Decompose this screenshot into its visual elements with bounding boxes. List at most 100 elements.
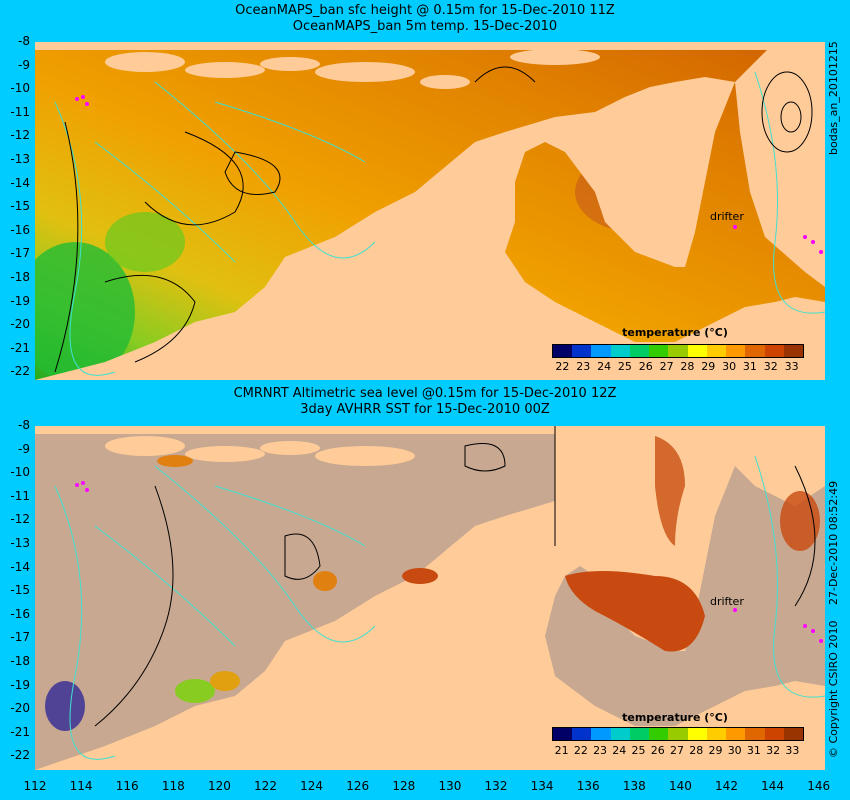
bottom-legend-tick: 27 (670, 744, 684, 757)
lon-label: 142 (715, 779, 738, 793)
bottom-legend-tick: 22 (573, 744, 588, 757)
top-lat-label: -8 (18, 34, 30, 48)
top-legend-swatch (745, 345, 765, 357)
coastal-sst-patch (313, 571, 337, 591)
bottom-legend-swatch (572, 728, 592, 740)
bottom-map-svg (35, 426, 825, 770)
top-legend-tick: 31 (742, 360, 757, 373)
black-contours (94, 426, 816, 727)
top-legend-tick: 28 (680, 360, 695, 373)
top-lat-label: -21 (10, 340, 30, 355)
bottom-legend-tick: 29 (708, 744, 723, 757)
bottom-lat-label: -15 (10, 583, 30, 598)
top-legend-swatch (706, 345, 727, 357)
indonesia-land (35, 426, 825, 434)
bottom-legend-swatch (553, 728, 573, 740)
bottom-lat-label: -13 (10, 536, 30, 550)
lon-label: 134 (530, 779, 554, 793)
arafura-sst-patch (655, 436, 685, 546)
cape-york-land (735, 42, 825, 287)
bottom-legend-tick: 23 (593, 744, 608, 757)
australia-land (35, 77, 825, 380)
coral-sst-patch (780, 491, 820, 551)
bottom-map-panel (35, 426, 825, 770)
bottom-timestamp-label: 27-Dec-2010 08:52:49 (827, 480, 840, 605)
top-legend-tick: 27 (659, 360, 674, 373)
top-lat-label: -16 (10, 222, 30, 237)
island (260, 441, 320, 455)
drifter-markers (75, 95, 823, 254)
island (185, 446, 265, 462)
bottom-legend-title: temperature (°C) (622, 711, 728, 724)
bottom-lat-label: -21 (10, 724, 30, 739)
island (105, 436, 185, 456)
bottom-legend-swatch (745, 728, 765, 740)
island (105, 52, 185, 72)
lon-label: 132 (484, 779, 508, 793)
timor-island (315, 62, 415, 82)
bottom-lat-label: -9 (18, 441, 30, 456)
top-legend-swatch (591, 345, 611, 357)
cool-sst-patch (45, 681, 85, 731)
top-legend-swatch (783, 345, 804, 357)
top-legend-swatch (764, 345, 784, 357)
top-legend-tick: 24 (597, 360, 612, 373)
top-legend-tick: 23 (576, 360, 591, 373)
bottom-legend-swatch (687, 728, 707, 740)
island (510, 49, 600, 65)
cyan-contours (54, 455, 825, 760)
bottom-legend-tick: 21 (554, 744, 569, 757)
top-legend-colorbar (552, 344, 804, 358)
top-legend-tick: 29 (701, 360, 716, 373)
top-lat-label: -18 (10, 270, 30, 284)
bottom-lat-label: -16 (10, 606, 30, 621)
bottom-lat-label: -14 (10, 559, 30, 574)
gulf-sst-patch (565, 571, 705, 652)
lon-label: 122 (254, 779, 277, 793)
top-lat-label: -17 (10, 246, 30, 261)
top-lat-label: -14 (10, 175, 30, 190)
copyright-label: © Copyright CSIRO 2010 (827, 620, 840, 758)
top-run-id-label: bodas_an_20101215 (827, 41, 840, 155)
top-legend-tick: 33 (784, 360, 799, 373)
bottom-lat-label: -19 (10, 677, 30, 692)
bottom-legend-colorbar (552, 727, 804, 741)
lon-label: 126 (346, 779, 370, 793)
coastal-sst-patch (175, 679, 215, 703)
top-map-panel (35, 42, 825, 380)
coastal-sst-patch (402, 568, 438, 584)
australia-land (35, 426, 825, 770)
bottom-legend-swatch (610, 728, 630, 740)
bottom-legend-tick: 31 (746, 744, 761, 757)
bottom-legend-swatch (706, 728, 727, 740)
cool-water-patch (105, 212, 185, 272)
top-legend-tick: 22 (555, 360, 570, 373)
bottom-panel-title: CMRNRT Altimetric sea level @0.15m for 1… (233, 386, 617, 401)
bottom-legend-tick: 28 (689, 744, 704, 757)
top-lat-label: -19 (10, 293, 30, 308)
top-legend-swatch (629, 345, 650, 357)
lon-label: 118 (161, 779, 185, 793)
top-lat-label: -22 (10, 364, 30, 379)
top-panel-title: OceanMAPS_ban sfc height @ 0.15m for 15-… (235, 3, 615, 18)
bottom-legend-swatch (591, 728, 611, 740)
lon-label: 112 (23, 779, 47, 793)
bottom-legend-tick: 33 (785, 744, 800, 757)
lon-label: 128 (392, 779, 416, 793)
lon-label: 136 (576, 779, 600, 793)
bottom-legend-swatch (726, 728, 746, 740)
top-legend-swatch (726, 345, 746, 357)
top-panel-subtitle: OceanMAPS_ban 5m temp. 15-Dec-2010 (292, 19, 558, 34)
island (260, 57, 320, 71)
lon-label: 116 (115, 779, 139, 793)
indonesia-land (35, 42, 825, 50)
bottom-panel-subtitle: 3day AVHRR SST for 15-Dec-2010 00Z (300, 402, 550, 417)
bottom-lat-label: -20 (10, 701, 30, 716)
lon-label: 114 (69, 779, 93, 793)
bottom-legend-swatch (764, 728, 784, 740)
top-map-svg (35, 42, 825, 380)
bottom-legend-tick: 24 (612, 744, 627, 757)
top-lat-label: -20 (10, 317, 30, 332)
top-legend-tick: 30 (722, 360, 737, 373)
bottom-lat-label: -17 (10, 630, 30, 645)
